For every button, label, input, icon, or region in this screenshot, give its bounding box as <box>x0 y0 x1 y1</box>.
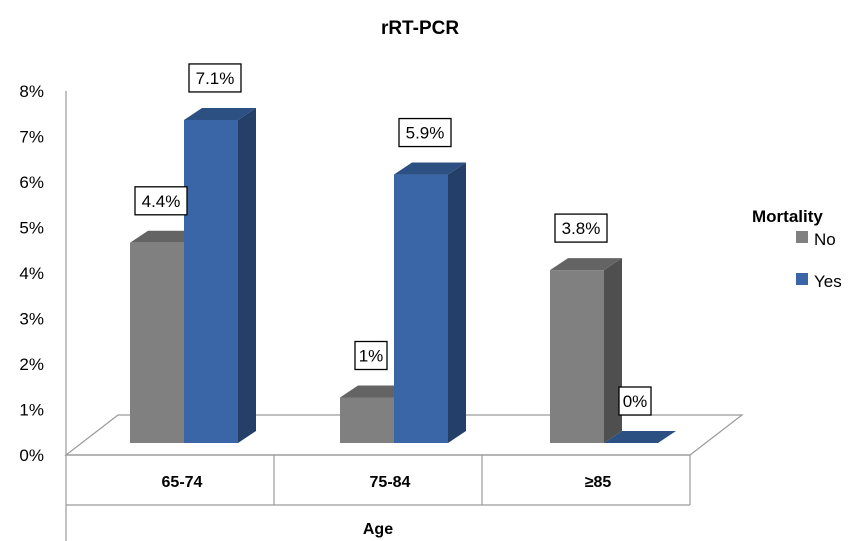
y-axis-ticks: 0% 1% 2% 3% 4% 5% 6% 7% 8% <box>19 82 44 465</box>
svg-text:4.4%: 4.4% <box>142 192 181 211</box>
svg-text:0%: 0% <box>623 392 648 411</box>
y-tick-label: 2% <box>19 355 44 374</box>
category-label: 65-74 <box>162 474 203 491</box>
legend: Mortality No Yes <box>752 207 842 291</box>
y-tick-label: 4% <box>19 264 44 283</box>
data-label: 3.8% <box>554 213 608 243</box>
y-tick-label: 0% <box>19 446 44 465</box>
svg-text:Yes: Yes <box>814 272 842 291</box>
svg-text:1%: 1% <box>359 347 384 366</box>
y-tick-label: 3% <box>19 310 44 329</box>
category-labels: 65-74 75-84 ≥85 <box>162 474 612 491</box>
bar <box>394 162 466 444</box>
bar <box>184 107 256 443</box>
data-label: 4.4% <box>134 186 188 216</box>
legend-item: No <box>796 230 836 249</box>
bars <box>130 107 676 444</box>
chart-title: rRT-PCR <box>381 18 459 39</box>
data-label: 7.1% <box>188 63 242 93</box>
data-label: 1% <box>354 340 388 371</box>
legend-title: Mortality <box>752 207 823 226</box>
legend-item: Yes <box>796 272 842 291</box>
x-axis-title: Age <box>363 521 393 538</box>
bar <box>550 258 622 443</box>
y-tick-label: 6% <box>19 173 44 192</box>
y-tick-label: 5% <box>19 219 44 238</box>
bar <box>604 431 676 443</box>
svg-text:5.9%: 5.9% <box>406 124 445 143</box>
chart-axis <box>65 91 691 541</box>
data-labels: 4.4% 7.1% 1% 5.9% 3.8% 0% <box>134 63 652 416</box>
data-label: 5.9% <box>398 117 452 148</box>
y-tick-label: 1% <box>19 401 44 420</box>
svg-text:No: No <box>814 230 836 249</box>
data-label: 0% <box>618 386 652 416</box>
svg-text:3.8%: 3.8% <box>562 219 601 238</box>
y-tick-label: 7% <box>19 128 44 147</box>
svg-text:7.1%: 7.1% <box>196 69 235 88</box>
category-label: 75-84 <box>370 474 411 491</box>
y-tick-label: 8% <box>19 82 44 101</box>
category-label: ≥85 <box>585 474 612 491</box>
